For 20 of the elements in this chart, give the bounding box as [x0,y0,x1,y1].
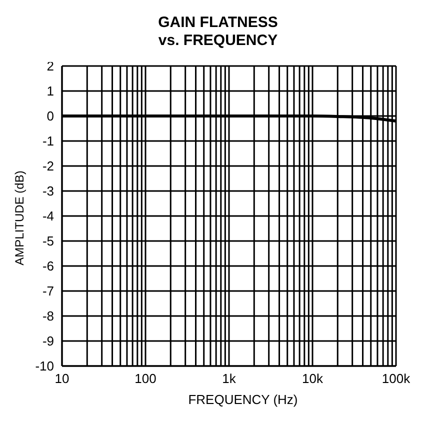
y-axis-title: AMPLITUDE (dB) [12,170,26,266]
y-tick-label: -7 [42,284,54,299]
chart-title: GAIN FLATNESS vs. FREQUENCY [157,14,279,50]
y-tick-label: -4 [42,208,54,224]
y-tick-label: -2 [42,158,54,174]
y-tick-label: -6 [42,258,54,274]
y-tick-label: -1 [42,134,54,149]
y-tick-label: -8 [42,308,54,324]
y-tick-label: -3 [42,184,54,199]
x-tick-label: 10 [54,371,70,386]
x-tick-label: 100 [134,371,156,386]
x-axis-title: FREQUENCY (Hz) [187,392,299,407]
y-tick-label: 0 [46,108,54,124]
x-tick-label: 10k [302,371,324,386]
y-tick-label: -5 [42,234,54,249]
y-tick-label: -9 [42,334,54,349]
y-tick-label: 1 [46,84,54,99]
x-tick-label: 100k [382,371,411,386]
y-tick-label: -10 [35,358,54,374]
x-tick-label: 1k [222,371,236,386]
